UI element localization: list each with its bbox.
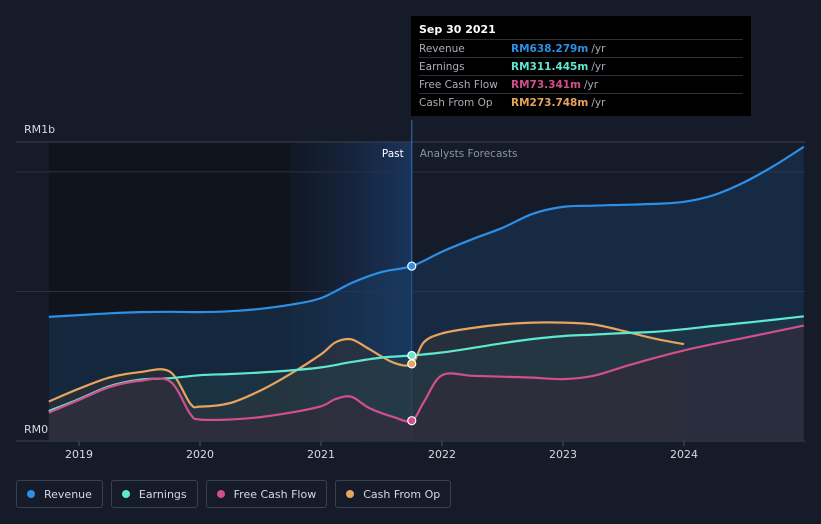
tooltip-row-cash-from-op: Cash From Op RM273.748m /yr xyxy=(419,93,743,111)
marker-cash-from-op xyxy=(407,359,417,369)
forecast-label: Analysts Forecasts xyxy=(420,148,518,160)
series-line-cash-from-op xyxy=(48,321,685,409)
legend-item-cash-from-op[interactable]: Cash From Op xyxy=(335,480,452,508)
tooltip: Sep 30 2021 Revenue RM638.279m /yr Earni… xyxy=(411,16,751,116)
cash-from-op-dot-icon xyxy=(346,490,355,498)
y-label-top: RM1b xyxy=(24,123,55,136)
tooltip-value: RM311.445m xyxy=(511,60,589,73)
series-line-earnings xyxy=(48,315,804,413)
legend-item-earnings[interactable]: Earnings xyxy=(110,480,198,508)
tooltip-row-free-cash-flow: Free Cash Flow RM73.341m /yr xyxy=(419,75,743,93)
series-line-revenue xyxy=(48,145,805,318)
series-line-free-cash-flow xyxy=(48,324,805,423)
legend-item-revenue[interactable]: Revenue xyxy=(16,480,103,508)
tooltip-unit: /yr xyxy=(591,42,606,55)
tooltip-unit: /yr xyxy=(591,60,606,73)
marker-earnings xyxy=(407,350,417,361)
area-cash-from-op xyxy=(48,322,685,441)
tooltip-unit: /yr xyxy=(591,96,606,109)
x-tick-label: 2021 xyxy=(307,448,335,461)
x-tick-label: 2019 xyxy=(65,448,93,461)
tooltip-value: RM638.279m xyxy=(511,42,589,55)
tooltip-row-earnings: Earnings RM311.445m /yr xyxy=(419,57,743,75)
tooltip-row-revenue: Revenue RM638.279m /yr xyxy=(419,39,743,57)
tooltip-label: Free Cash Flow xyxy=(419,78,498,91)
legend-item-free-cash-flow[interactable]: Free Cash Flow xyxy=(205,480,328,508)
marker-revenue xyxy=(407,261,417,271)
x-tick-label: 2023 xyxy=(549,448,577,461)
legend-label: Cash From Op xyxy=(363,487,441,501)
legend-label: Free Cash Flow xyxy=(233,487,317,501)
earnings-dot-icon xyxy=(121,490,130,498)
tooltip-value: RM73.341m xyxy=(511,78,581,91)
tooltip-unit: /yr xyxy=(584,78,599,91)
tooltip-value: RM273.748m xyxy=(511,96,589,109)
revenue-dot-icon xyxy=(27,490,35,498)
area-free-cash-flow xyxy=(48,325,804,441)
tooltip-label: Cash From Op xyxy=(419,96,493,109)
legend-label: Earnings xyxy=(138,487,187,501)
tooltip-label: Earnings xyxy=(419,60,465,73)
x-tick-label: 2022 xyxy=(428,448,456,461)
x-tick-label: 2020 xyxy=(186,448,214,461)
past-label: Past xyxy=(382,148,404,160)
tooltip-date: Sep 30 2021 xyxy=(419,23,496,36)
x-tick-label: 2024 xyxy=(670,448,698,461)
marker-free-cash-flow xyxy=(407,416,417,426)
free-cash-flow-dot-icon xyxy=(216,490,225,498)
area-earnings xyxy=(48,316,804,441)
legend-label: Revenue xyxy=(44,487,92,501)
legend: Revenue Earnings Free Cash Flow Cash Fro… xyxy=(16,480,452,508)
tooltip-label: Revenue xyxy=(419,42,465,55)
area-revenue xyxy=(48,146,804,442)
y-label-bottom: RM0 xyxy=(24,423,48,436)
